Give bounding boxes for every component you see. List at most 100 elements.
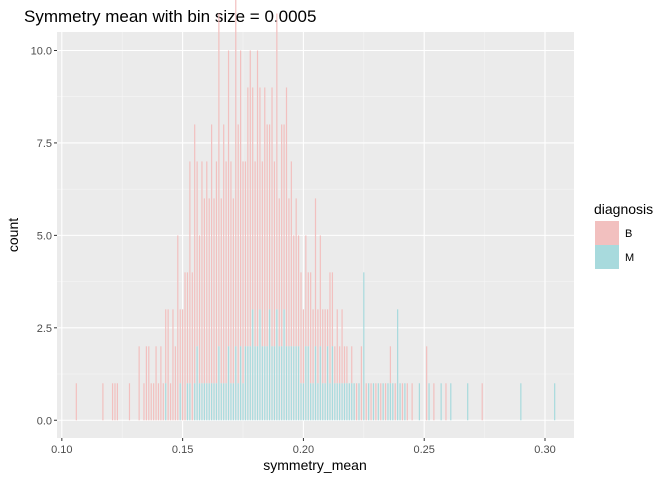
- bar-B: [290, 161, 292, 347]
- bar-M: [232, 383, 234, 421]
- bar-B: [206, 161, 208, 384]
- bar-B: [329, 272, 331, 384]
- bar-B: [230, 161, 232, 384]
- bar-B: [433, 383, 435, 421]
- bar-B: [128, 383, 131, 421]
- bar-B: [247, 87, 249, 347]
- bar-M: [331, 346, 334, 421]
- bar-M: [240, 346, 242, 421]
- bar-M: [351, 383, 353, 421]
- bar-M: [186, 383, 189, 421]
- bar-B: [252, 87, 254, 310]
- bar-B: [355, 383, 358, 421]
- bar-M: [290, 346, 292, 421]
- bar-M: [319, 346, 321, 421]
- bar-M: [249, 346, 251, 421]
- bar-M: [288, 346, 290, 421]
- bar-B: [162, 383, 164, 421]
- bar-B: [481, 383, 483, 421]
- bar-B: [401, 383, 404, 421]
- bar-B: [300, 272, 302, 384]
- bar-B: [445, 383, 447, 421]
- bar-M: [353, 383, 355, 421]
- bar-M: [363, 272, 365, 421]
- bar-M: [179, 383, 181, 421]
- bar-B: [237, 124, 239, 384]
- bar-M: [189, 383, 191, 421]
- bar-M: [334, 383, 336, 421]
- bar-B: [288, 198, 290, 347]
- bar-B: [268, 124, 271, 310]
- bar-B: [218, 13, 220, 347]
- bar-B: [179, 309, 181, 384]
- bar-M: [273, 346, 276, 421]
- bar-B: [266, 124, 268, 347]
- bar-B: [172, 309, 174, 421]
- bar-M: [196, 346, 198, 421]
- bar-M: [307, 346, 309, 421]
- bar-M: [348, 383, 350, 421]
- x-axis: 0.10 0.15 0.20 0.25 0.30: [51, 438, 556, 456]
- bar-M: [247, 346, 249, 421]
- bar-B: [334, 346, 336, 384]
- bar-M: [194, 383, 196, 421]
- x-tick-label: 0.10: [51, 444, 72, 456]
- bar-M: [261, 346, 263, 421]
- bar-M: [372, 383, 375, 421]
- bar-B: [174, 346, 176, 421]
- x-tick-label: 0.20: [293, 444, 314, 456]
- bar-B: [148, 346, 150, 421]
- bar-B: [307, 272, 309, 347]
- bar-B: [114, 383, 116, 421]
- bar-M: [392, 383, 394, 421]
- bar-B: [343, 346, 346, 384]
- bar-M: [418, 383, 420, 421]
- bar-M: [295, 346, 297, 421]
- x-tick-label: 0.30: [534, 444, 555, 456]
- bar-B: [339, 346, 341, 384]
- bar-B: [297, 235, 300, 347]
- bar-M: [329, 383, 331, 421]
- bar-M: [201, 383, 203, 421]
- bar-B: [331, 272, 334, 347]
- bar-B: [220, 198, 222, 384]
- series-B-bars: [75, 0, 483, 421]
- bar-B: [249, 50, 251, 347]
- bar-B: [256, 50, 259, 347]
- bar-B: [165, 309, 167, 384]
- chart-title: Symmetry mean with bin size = 0.0005: [24, 7, 316, 26]
- bar-B: [186, 272, 189, 384]
- bar-B: [276, 13, 278, 310]
- bar-B: [116, 383, 119, 421]
- bar-M: [322, 383, 324, 421]
- bar-B: [365, 383, 367, 421]
- y-tick-label: 2.5: [37, 323, 52, 335]
- bar-B: [389, 346, 391, 384]
- bar-M: [223, 383, 225, 421]
- bar-B: [211, 124, 213, 384]
- x-tick-label: 0.15: [172, 444, 193, 456]
- bar-M: [213, 383, 215, 421]
- bar-B: [271, 87, 273, 347]
- legend-label-M: M: [625, 252, 634, 264]
- bar-M: [302, 383, 305, 421]
- bar-B: [194, 124, 196, 384]
- bar-M: [312, 383, 314, 421]
- bar-M: [305, 346, 307, 421]
- bar-B: [370, 383, 372, 421]
- bar-M: [293, 346, 295, 421]
- y-tick-label: 10.0: [31, 45, 52, 57]
- bar-M: [256, 346, 259, 421]
- bar-M: [389, 383, 391, 421]
- bar-M: [467, 383, 469, 421]
- bar-B: [380, 383, 382, 421]
- bar-B: [360, 346, 363, 421]
- bar-B: [157, 383, 160, 421]
- bar-B: [310, 272, 312, 384]
- bar-B: [254, 161, 256, 347]
- bar-M: [230, 383, 232, 421]
- y-axis-title: count: [5, 218, 21, 252]
- bar-B: [167, 309, 169, 421]
- bar-M: [198, 383, 201, 421]
- bar-B: [138, 346, 140, 421]
